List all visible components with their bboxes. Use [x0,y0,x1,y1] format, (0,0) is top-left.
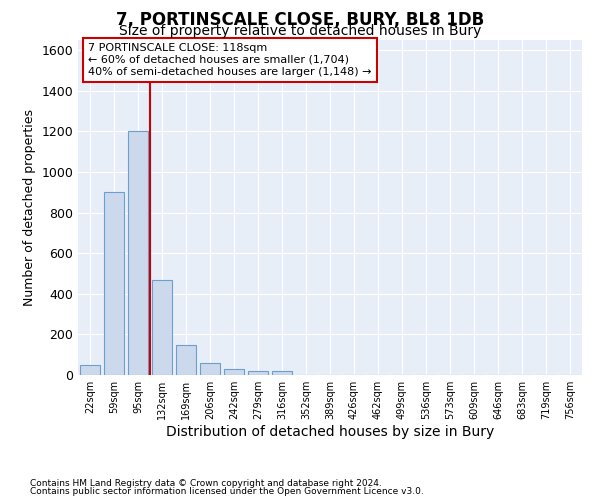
Text: Contains public sector information licensed under the Open Government Licence v3: Contains public sector information licen… [30,487,424,496]
Bar [152,280,172,375]
Text: 7 PORTINSCALE CLOSE: 118sqm
← 60% of detached houses are smaller (1,704)
40% of : 7 PORTINSCALE CLOSE: 118sqm ← 60% of det… [88,44,371,76]
Bar [176,344,196,375]
Bar [248,372,268,375]
Y-axis label: Number of detached properties: Number of detached properties [23,109,36,306]
Bar [80,365,100,375]
Text: Contains HM Land Registry data © Crown copyright and database right 2024.: Contains HM Land Registry data © Crown c… [30,478,382,488]
Bar [104,192,124,375]
Bar [128,132,148,375]
Bar [200,363,220,375]
Text: 7, PORTINSCALE CLOSE, BURY, BL8 1DB: 7, PORTINSCALE CLOSE, BURY, BL8 1DB [116,11,484,29]
X-axis label: Distribution of detached houses by size in Bury: Distribution of detached houses by size … [166,425,494,439]
Bar [272,372,292,375]
Text: Size of property relative to detached houses in Bury: Size of property relative to detached ho… [119,24,481,38]
Bar [224,369,244,375]
